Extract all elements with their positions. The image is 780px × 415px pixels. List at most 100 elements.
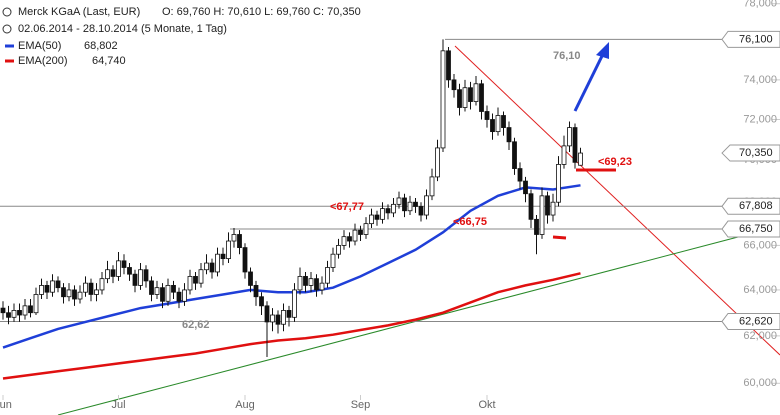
candle-body <box>495 115 501 133</box>
y-tick-label: 78,000 <box>743 0 777 10</box>
candle-body <box>165 285 171 302</box>
annotation: 62,62 <box>182 319 210 331</box>
clock-icon <box>2 24 12 34</box>
candle-body <box>116 260 121 277</box>
candle-body <box>297 276 303 291</box>
candle-body <box>517 168 523 182</box>
candle-body <box>33 294 39 314</box>
level-label: 66,750 <box>739 223 773 235</box>
last-price-label: 70,350 <box>739 147 773 159</box>
header: Merck KGaA (Last, EUR) O: 69,760 H: 70,6… <box>0 0 400 67</box>
candle-body <box>347 236 352 242</box>
annotation: <66,75 <box>453 216 487 228</box>
candle-body <box>132 273 138 286</box>
candle-body <box>83 282 88 293</box>
legend-value: 64,740 <box>92 55 126 67</box>
annotation: <69,23 <box>598 156 632 168</box>
candle-body <box>0 307 6 314</box>
candle-body <box>50 280 55 293</box>
candle-body <box>523 180 528 195</box>
annotation: 76,10 <box>553 50 581 62</box>
legend-label: EMA(50) <box>18 40 61 52</box>
x-tick-label: Jul <box>111 399 125 411</box>
y-tick-label: 62,000 <box>743 330 777 342</box>
y-tick-label: 64,000 <box>743 284 777 296</box>
candle-body <box>22 305 28 316</box>
candle-body <box>94 289 99 295</box>
legend-value: 68,802 <box>84 40 118 52</box>
candle-body <box>121 260 127 268</box>
candle-body <box>391 203 396 214</box>
candle-body <box>248 271 253 286</box>
candle-body <box>435 147 440 178</box>
candle-body <box>182 289 187 302</box>
candle-body <box>259 296 264 307</box>
candle-body <box>578 152 583 166</box>
candle-body <box>215 253 220 273</box>
candle-body <box>231 234 237 242</box>
info-icon <box>2 7 12 17</box>
trend-lines <box>57 42 780 415</box>
candle-body <box>539 195 545 235</box>
candle-body <box>330 253 336 268</box>
candle-body <box>171 285 176 293</box>
candle-body <box>55 280 61 289</box>
candle-body <box>176 291 182 302</box>
last-price-box <box>721 144 780 162</box>
candle-body <box>319 282 325 291</box>
candle-body <box>226 240 231 260</box>
candle-body <box>440 50 446 149</box>
candle-body <box>154 287 160 295</box>
candle-body <box>61 287 66 298</box>
candle-body <box>572 127 578 163</box>
header-bg <box>0 0 400 64</box>
candle-body <box>479 83 484 112</box>
candle-body <box>473 83 479 102</box>
x-tick-label: Okt <box>478 399 495 411</box>
candle-body <box>380 208 385 220</box>
candle-body <box>385 208 391 214</box>
y-tick-label: 74,000 <box>743 74 777 86</box>
candle-body <box>237 234 242 249</box>
y-tick-label: 72,000 <box>743 113 777 125</box>
candle-body <box>39 285 44 295</box>
candle-body <box>193 276 198 284</box>
candle-body <box>341 236 347 246</box>
candle-body <box>281 310 286 325</box>
candle-body <box>292 289 297 318</box>
candle-body <box>462 87 468 108</box>
title: Merck KGaA (Last, EUR) <box>18 6 140 18</box>
candle-body <box>6 312 11 318</box>
candle-body <box>446 50 451 81</box>
level-label: 62,620 <box>739 315 773 327</box>
candle-body <box>149 280 154 295</box>
candle-body <box>204 262 209 271</box>
candle-body <box>308 278 314 286</box>
candle-body <box>363 223 369 235</box>
candle-body <box>220 253 226 260</box>
annotation: <67,77 <box>330 201 364 213</box>
candle-body <box>501 115 506 128</box>
candle-body <box>369 214 374 225</box>
candle-body <box>28 305 33 314</box>
candle-body <box>110 269 116 277</box>
candle-body <box>534 218 539 235</box>
candle-body <box>11 310 17 318</box>
candle-body <box>286 310 292 318</box>
candle-body <box>314 278 319 291</box>
candle-body <box>187 276 193 291</box>
candle-body <box>352 229 358 242</box>
candle-body <box>99 278 105 291</box>
candle-body <box>418 206 424 216</box>
candle-body <box>374 214 380 220</box>
level-box <box>721 30 780 48</box>
candle-body <box>484 111 490 120</box>
candle-body <box>424 195 429 216</box>
candle-body <box>545 195 550 216</box>
candle-body <box>270 314 275 323</box>
blue-arrow <box>573 51 606 112</box>
candle-body <box>567 127 572 147</box>
uptrend-line <box>57 225 780 415</box>
